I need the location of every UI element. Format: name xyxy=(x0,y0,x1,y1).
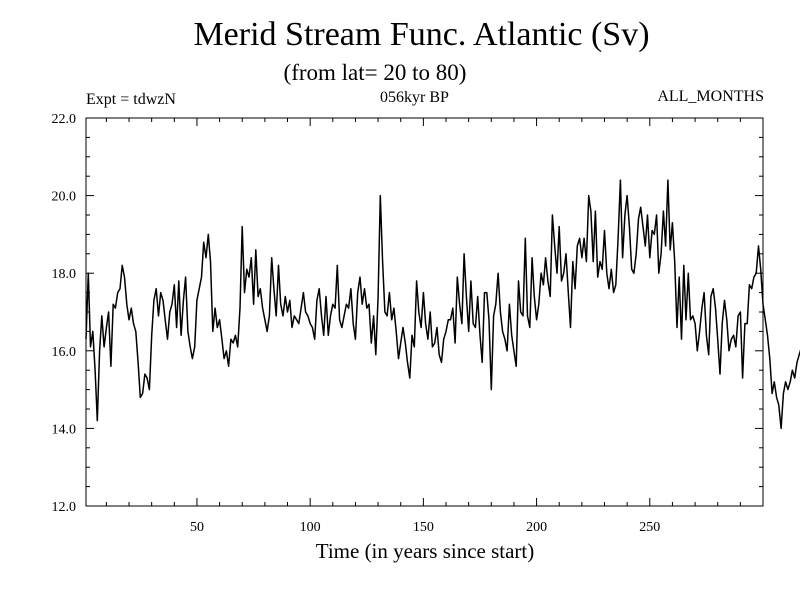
y-tick-label: 14.0 xyxy=(52,422,77,437)
y-tick-label: 18.0 xyxy=(52,267,77,282)
y-tick-label: 16.0 xyxy=(52,345,77,360)
series-lines xyxy=(85,179,800,430)
x-tick-label: 200 xyxy=(526,520,547,535)
y-tick-label: 12.0 xyxy=(52,500,77,515)
period-label: 056kyr BP xyxy=(380,89,449,106)
months-label: ALL_MONTHS xyxy=(657,88,764,105)
chart-title: Merid Stream Func. Atlantic (Sv) xyxy=(193,16,650,53)
x-tick-label: 250 xyxy=(639,520,660,535)
y-tick-label: 22.0 xyxy=(52,112,77,127)
chart-subtitle: (from lat= 20 to 80) xyxy=(283,60,467,85)
x-tick-label: 50 xyxy=(190,520,204,535)
axis-ticks xyxy=(86,117,764,507)
plot-area-frame xyxy=(85,117,764,507)
x-tick-label: 150 xyxy=(413,520,434,535)
experiment-label: Expt = tdwzN xyxy=(86,91,176,108)
series-line xyxy=(85,179,800,430)
x-tick-label: 100 xyxy=(300,520,321,535)
x-axis-label: Time (in years since start) xyxy=(315,539,535,563)
tick-labels: 12.0 14.0 16.0 18.0 20.0 22.0 50 100 150 200 250 xyxy=(52,112,661,535)
y-tick-label: 20.0 xyxy=(52,190,77,205)
